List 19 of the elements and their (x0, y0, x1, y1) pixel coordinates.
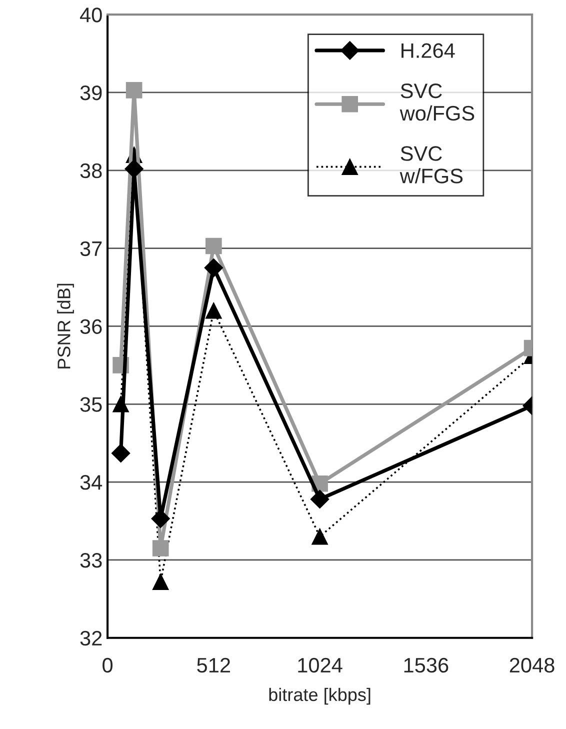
y-tick-label: 35 (80, 397, 102, 412)
y-axis-title: PSNR [dB] (57, 284, 74, 368)
x-tick-label: 1024 (298, 658, 342, 673)
y-tick-label: 40 (80, 8, 102, 22)
x-tick-label: 1536 (404, 658, 448, 673)
x-axis-title: bitrate [kbps] (269, 688, 370, 705)
x-tick-label: 2048 (510, 658, 554, 673)
y-tick-label: 37 (80, 241, 102, 256)
x-tick-label: 0 (102, 658, 113, 673)
legend-label: SVC w/FGS (400, 146, 463, 184)
legend-label: SVC wo/FGS (400, 83, 474, 121)
y-tick-label: 38 (80, 163, 102, 178)
y-tick-label: 34 (80, 475, 102, 490)
legend-label: H.264 (402, 43, 455, 58)
y-tick-label: 39 (80, 85, 102, 100)
y-tick-label: 33 (80, 552, 102, 568)
y-tick-label: 32 (80, 630, 102, 646)
x-tick-label: 512 (197, 658, 230, 673)
y-tick-label: 36 (80, 319, 102, 334)
